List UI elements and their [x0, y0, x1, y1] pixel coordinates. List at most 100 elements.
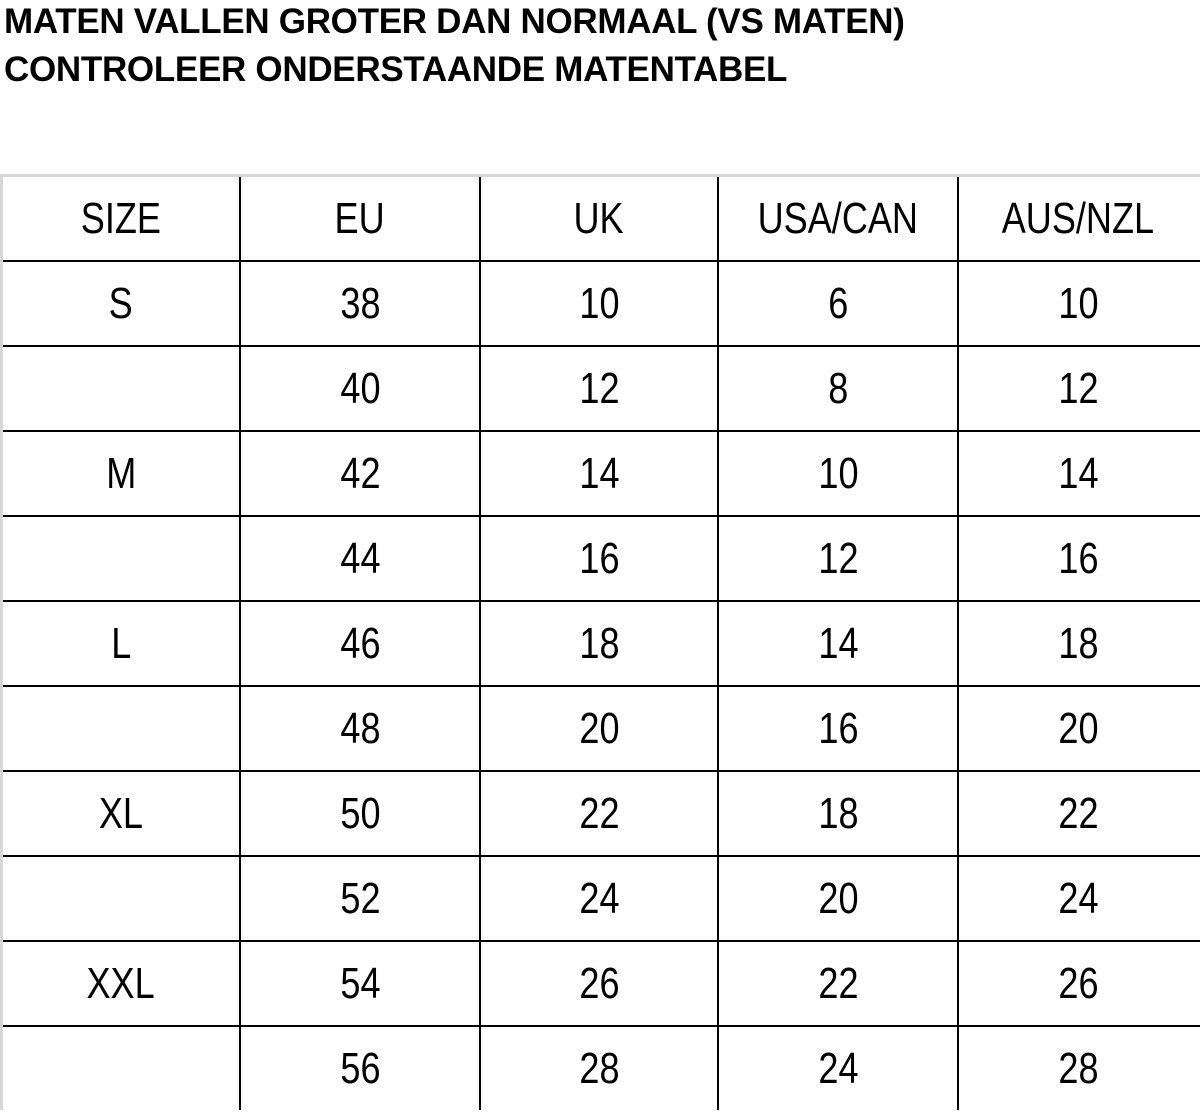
- cell-text: 40: [339, 363, 381, 413]
- cell-text: 24: [817, 1043, 859, 1093]
- cell-text: XL: [98, 788, 144, 838]
- cell-text: UK: [573, 193, 625, 243]
- cell-text: 16: [1057, 533, 1099, 583]
- table-row: 56 28 24 28: [3, 1027, 1200, 1110]
- column-header: USA/CAN: [719, 177, 959, 260]
- cell-text: 46: [339, 618, 381, 668]
- table-cell: 8: [719, 347, 959, 430]
- table-row: M 42 14 10 14: [3, 432, 1200, 517]
- cell-text: AUS/NZL: [1001, 193, 1155, 243]
- table-cell: L: [3, 602, 241, 685]
- table-cell: [3, 347, 241, 430]
- table-row: L 46 18 14 18: [3, 602, 1200, 687]
- table-cell: 44: [241, 517, 481, 600]
- cell-text: 14: [817, 618, 859, 668]
- cell-text: 56: [339, 1043, 381, 1093]
- cell-text: 52: [339, 873, 381, 923]
- cell-text: 8: [827, 363, 849, 413]
- table-cell: 10: [481, 262, 719, 345]
- cell-text: EU: [334, 193, 386, 243]
- table-cell: [3, 1027, 241, 1110]
- table-cell: 48: [241, 687, 481, 770]
- cell-text: 28: [1057, 1043, 1099, 1093]
- cell-text: S: [108, 278, 134, 328]
- table-cell: 16: [959, 517, 1197, 600]
- table-cell: 18: [959, 602, 1197, 685]
- table-cell: 26: [481, 942, 719, 1025]
- cell-text: 24: [1057, 873, 1099, 923]
- cell-text: 20: [578, 703, 620, 753]
- cell-text: XXL: [86, 958, 156, 1008]
- table-cell: 24: [719, 1027, 959, 1110]
- cell-text: 14: [1057, 448, 1099, 498]
- table-cell: 28: [959, 1027, 1197, 1110]
- cell-text: 50: [339, 788, 381, 838]
- table-cell: [3, 857, 241, 940]
- cell-text: M: [105, 448, 137, 498]
- cell-text: 12: [817, 533, 859, 583]
- cell-text: 18: [817, 788, 859, 838]
- cell-text: 10: [1057, 278, 1099, 328]
- column-header: EU: [241, 177, 481, 260]
- size-chart-table: SIZE EU UK USA/CAN AUS/NZL S 38 10 6 10 40 12 8 12 M 42…: [0, 174, 1200, 1110]
- table-cell: [3, 517, 241, 600]
- table-cell: 14: [719, 602, 959, 685]
- column-header: SIZE: [3, 177, 241, 260]
- cell-text: 14: [578, 448, 620, 498]
- cell-text: 24: [578, 873, 620, 923]
- cell-text: SIZE: [80, 193, 162, 243]
- table-cell: 18: [481, 602, 719, 685]
- cell-text: 48: [339, 703, 381, 753]
- cell-text: 42: [339, 448, 381, 498]
- cell-text: L: [110, 618, 132, 668]
- table-cell: S: [3, 262, 241, 345]
- table-row: 48 20 16 20: [3, 687, 1200, 772]
- table-cell: 12: [481, 347, 719, 430]
- table-cell: 56: [241, 1027, 481, 1110]
- table-cell: 24: [481, 857, 719, 940]
- table-cell: 46: [241, 602, 481, 685]
- table-cell: 20: [719, 857, 959, 940]
- cell-text: 54: [339, 958, 381, 1008]
- cell-text: 44: [339, 533, 381, 583]
- table-cell: 20: [481, 687, 719, 770]
- cell-text: 18: [578, 618, 620, 668]
- cell-text: 26: [1057, 958, 1099, 1008]
- table-cell: XL: [3, 772, 241, 855]
- table-cell: 28: [481, 1027, 719, 1110]
- table-row: XL 50 22 18 22: [3, 772, 1200, 857]
- table-cell: 50: [241, 772, 481, 855]
- table-row: 44 16 12 16: [3, 517, 1200, 602]
- table-cell: 22: [959, 772, 1197, 855]
- cell-text: 12: [1057, 363, 1099, 413]
- cell-text: 22: [817, 958, 859, 1008]
- table-cell: 26: [959, 942, 1197, 1025]
- column-header: UK: [481, 177, 719, 260]
- cell-text: 22: [1057, 788, 1099, 838]
- table-row: S 38 10 6 10: [3, 262, 1200, 347]
- table-cell: 54: [241, 942, 481, 1025]
- table-cell: XXL: [3, 942, 241, 1025]
- table-cell: 16: [481, 517, 719, 600]
- table-cell: 38: [241, 262, 481, 345]
- cell-text: 20: [1057, 703, 1099, 753]
- table-cell: 14: [959, 432, 1197, 515]
- cell-text: 20: [817, 873, 859, 923]
- column-header: AUS/NZL: [959, 177, 1197, 260]
- table-cell: 22: [719, 942, 959, 1025]
- table-cell: 40: [241, 347, 481, 430]
- table-row: XXL 54 26 22 26: [3, 942, 1200, 1027]
- cell-text: 22: [578, 788, 620, 838]
- table-cell: [3, 687, 241, 770]
- table-cell: 16: [719, 687, 959, 770]
- cell-text: 10: [817, 448, 859, 498]
- table-cell: 20: [959, 687, 1197, 770]
- table-row: 40 12 8 12: [3, 347, 1200, 432]
- table-cell: 12: [719, 517, 959, 600]
- table-cell: 42: [241, 432, 481, 515]
- cell-text: 10: [578, 278, 620, 328]
- cell-text: USA/CAN: [757, 193, 919, 243]
- table-cell: 24: [959, 857, 1197, 940]
- cell-text: 16: [817, 703, 859, 753]
- table-cell: 22: [481, 772, 719, 855]
